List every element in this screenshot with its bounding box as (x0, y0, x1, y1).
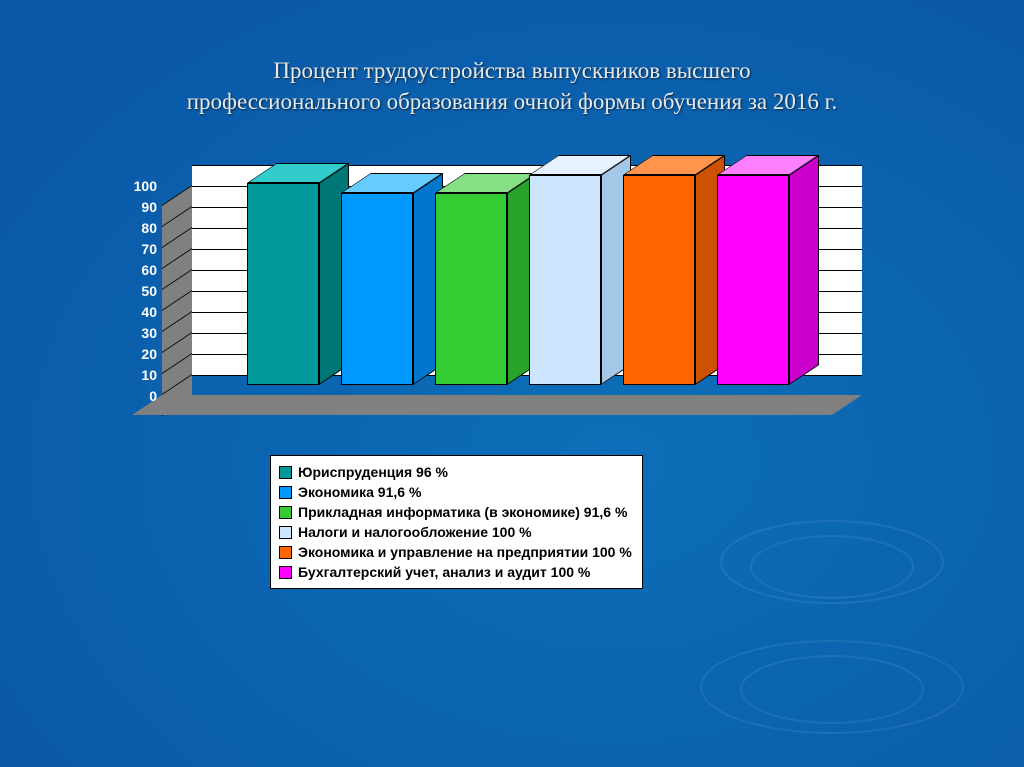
legend-label: Прикладная информатика (в экономике) 91,… (298, 504, 627, 520)
y-tick-label: 90 (117, 200, 157, 214)
chart-legend: Юриспруденция 96 % Экономика 91,6 % Прикла… (270, 455, 643, 589)
legend-label: Юриспруденция 96 % (298, 464, 448, 480)
bars-layer (192, 165, 862, 395)
y-tick-label: 30 (117, 326, 157, 340)
legend-item: Прикладная информатика (в экономике) 91,… (279, 502, 632, 522)
legend-item: Бухгалтерский учет, анализ и аудит 100 % (279, 562, 632, 582)
legend-item: Экономика и управление на предприятии 10… (279, 542, 632, 562)
slide: Процент трудоустройства выпускников высш… (0, 0, 1024, 767)
legend-label: Экономика 91,6 % (298, 484, 421, 500)
legend-label: Бухгалтерский учет, анализ и аудит 100 % (298, 564, 590, 580)
title-line-1: Процент трудоустройства выпускников высш… (273, 58, 750, 83)
y-tick-label: 40 (117, 305, 157, 319)
plot-3d: 1009080706050403020100 (132, 165, 892, 415)
y-tick-label: 0 (117, 389, 157, 403)
y-tick-label: 50 (117, 284, 157, 298)
slide-title: Процент трудоустройства выпускников высш… (0, 0, 1024, 117)
legend-swatch (279, 466, 292, 479)
legend-item: Экономика 91,6 % (279, 482, 632, 502)
y-axis-ticks: 1009080706050403020100 (132, 165, 172, 375)
bar (623, 155, 725, 385)
y-tick-label: 20 (117, 347, 157, 361)
plot-floor (132, 395, 862, 415)
bar (529, 155, 631, 385)
legend-label: Налоги и налогообложение 100 % (298, 524, 532, 540)
legend-swatch (279, 526, 292, 539)
bar (435, 173, 537, 385)
y-tick-label: 10 (117, 368, 157, 382)
y-tick-label: 80 (117, 221, 157, 235)
decorative-ripple (750, 535, 914, 599)
bar (341, 173, 443, 385)
title-line-2: профессионального образования очной форм… (187, 89, 837, 114)
decorative-ripple (740, 655, 924, 724)
bar (247, 163, 349, 385)
bar (717, 155, 819, 385)
y-tick-label: 60 (117, 263, 157, 277)
legend-item: Налоги и налогообложение 100 % (279, 522, 632, 542)
legend-swatch (279, 566, 292, 579)
y-tick-label: 100 (117, 179, 157, 193)
legend-swatch (279, 486, 292, 499)
legend-swatch (279, 546, 292, 559)
y-tick-label: 70 (117, 242, 157, 256)
legend-item: Юриспруденция 96 % (279, 462, 632, 482)
employment-bar-chart: 1009080706050403020100 (132, 165, 892, 415)
legend-label: Экономика и управление на предприятии 10… (298, 544, 632, 560)
legend-swatch (279, 506, 292, 519)
